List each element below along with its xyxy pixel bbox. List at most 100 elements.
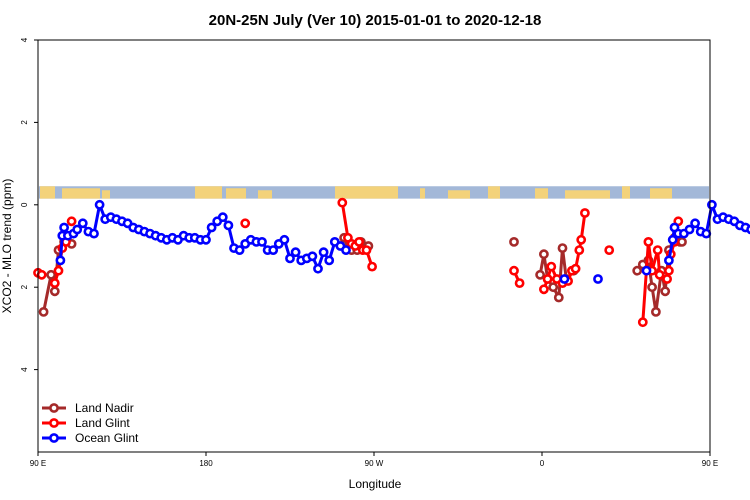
data-point — [604, 245, 615, 255]
data-point — [290, 247, 301, 258]
legend-item: Ocean Glint — [42, 431, 139, 445]
x-axis: 90 E 180 90 W 0 90 E — [30, 452, 718, 468]
data-point — [746, 224, 750, 235]
data-point — [690, 218, 700, 229]
map-land — [488, 186, 500, 199]
data-point — [647, 282, 657, 293]
data-point — [546, 261, 557, 272]
series-layer — [33, 197, 750, 328]
data-point — [654, 269, 665, 280]
data-point — [257, 236, 267, 247]
data-point — [593, 274, 603, 284]
data-point — [49, 278, 60, 288]
y-tick-label: 2 — [20, 284, 29, 289]
data-point — [707, 199, 717, 210]
y-tick-label: 2 — [20, 120, 29, 125]
data-point — [217, 212, 228, 223]
data-point — [307, 251, 318, 262]
data-point — [53, 265, 64, 276]
map-land — [102, 190, 110, 199]
data-point — [313, 263, 323, 274]
data-point — [89, 228, 99, 239]
data-point — [677, 236, 687, 247]
data-point — [667, 234, 678, 245]
data-point — [36, 269, 47, 280]
data-point — [367, 261, 377, 272]
data-point — [539, 249, 549, 260]
data-point — [570, 263, 581, 274]
map-land — [195, 186, 222, 199]
data-point — [574, 245, 585, 255]
data-point — [509, 265, 519, 276]
x-tick-label: 90 E — [702, 459, 718, 468]
map-land — [62, 188, 100, 199]
map-land — [535, 188, 548, 199]
data-point — [509, 236, 519, 247]
data-point — [652, 245, 663, 255]
world-map-strip — [39, 186, 709, 199]
data-point — [664, 265, 674, 276]
data-point — [59, 222, 69, 233]
data-point — [576, 234, 587, 245]
data-point — [223, 220, 234, 231]
legend-label: Land Glint — [75, 416, 130, 430]
data-point — [55, 255, 66, 266]
data-point — [637, 317, 648, 328]
data-point — [662, 274, 672, 284]
map-land — [335, 186, 398, 199]
data-point — [535, 269, 545, 280]
data-point — [279, 234, 290, 245]
data-point — [77, 218, 88, 229]
data-point — [324, 255, 335, 266]
map-land — [40, 186, 55, 199]
data-point — [553, 292, 564, 303]
data-point — [557, 243, 568, 253]
data-point — [660, 286, 671, 297]
series-land-glint — [33, 197, 684, 328]
data-point — [354, 236, 364, 247]
map-land — [565, 190, 610, 199]
map-land — [622, 186, 630, 199]
data-point — [206, 222, 217, 233]
legend-label: Land Nadir — [75, 401, 134, 415]
data-point — [651, 306, 661, 317]
data-point — [46, 269, 56, 280]
map-land — [650, 188, 672, 199]
data-point — [240, 218, 251, 229]
data-point — [201, 234, 211, 245]
map-land — [258, 190, 272, 199]
data-point — [542, 274, 553, 284]
y-tick-label: 4 — [20, 367, 29, 372]
data-point — [643, 236, 654, 247]
x-tick-label: 90 E — [30, 459, 46, 468]
x-tick-label: 0 — [540, 459, 545, 468]
x-axis-label: Longitude — [349, 477, 402, 491]
data-point — [539, 284, 549, 295]
y-tick-label: 4 — [20, 37, 29, 42]
series-ocean-glint — [55, 199, 750, 284]
x-tick-label: 180 — [199, 459, 213, 468]
data-point — [664, 255, 674, 266]
map-land — [226, 188, 246, 199]
data-point — [684, 224, 695, 235]
chart-title: 20N-25N July (Ver 10) 2015-01-01 to 2020… — [209, 12, 542, 29]
data-point — [341, 245, 351, 255]
legend-label: Ocean Glint — [75, 431, 139, 445]
map-land — [420, 188, 425, 199]
y-axis-label: XCO2 - MLO trend (ppm) — [0, 179, 14, 314]
data-point — [234, 245, 245, 255]
data-point — [641, 265, 652, 276]
y-tick-label: 0 — [20, 202, 29, 207]
data-point — [94, 199, 105, 210]
data-point — [38, 306, 49, 317]
data-point — [559, 274, 570, 284]
data-point — [701, 228, 712, 239]
data-point — [49, 286, 60, 297]
data-point — [361, 245, 372, 255]
legend-item: Land Nadir — [42, 401, 134, 415]
data-point — [580, 208, 590, 218]
data-point — [548, 282, 559, 293]
map-land — [448, 190, 470, 199]
